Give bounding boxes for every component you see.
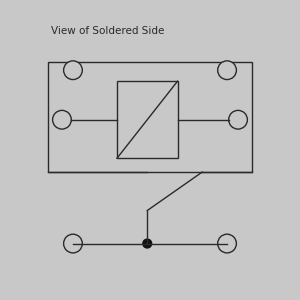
Circle shape xyxy=(52,110,71,129)
Circle shape xyxy=(218,234,236,253)
Bar xyxy=(117,81,178,158)
Circle shape xyxy=(229,110,247,129)
Circle shape xyxy=(143,239,152,248)
Circle shape xyxy=(64,234,82,253)
Circle shape xyxy=(218,61,236,80)
Bar xyxy=(48,62,252,172)
Text: View of Soldered Side: View of Soldered Side xyxy=(51,26,164,36)
Circle shape xyxy=(64,61,82,80)
